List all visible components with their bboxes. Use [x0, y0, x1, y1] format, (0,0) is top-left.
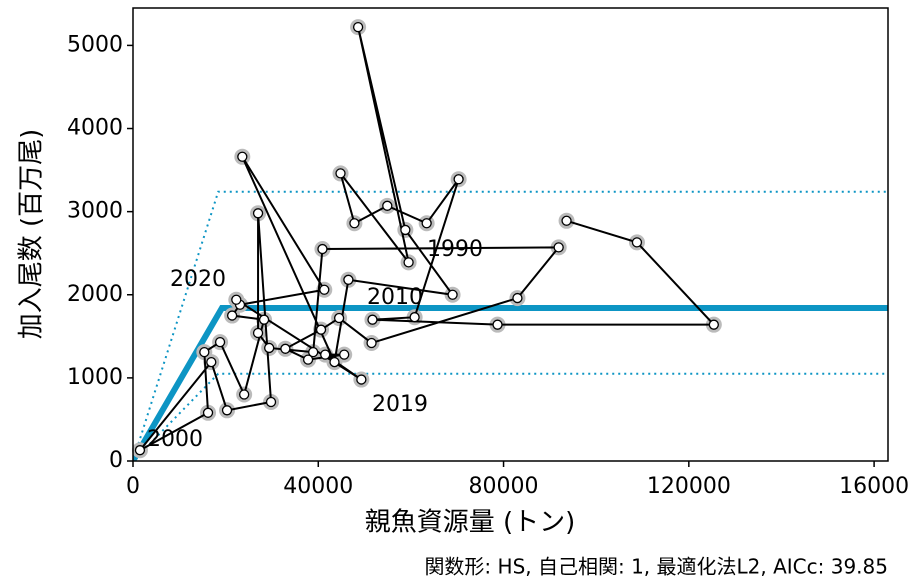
point — [453, 174, 464, 185]
point — [202, 407, 214, 418]
y-tick-label: 4000 — [67, 116, 123, 141]
y-tick-label: 1000 — [67, 365, 123, 390]
fit-line — [133, 190, 888, 461]
point — [403, 257, 414, 268]
trajectory — [139, 26, 717, 452]
y-axis-label: 加入尾数 (百万尾) — [17, 129, 47, 340]
point — [231, 294, 242, 305]
y-tick-label: 3000 — [67, 199, 123, 224]
x-axis-label: 親魚資源量 (トン) — [365, 508, 576, 538]
point — [382, 200, 393, 211]
point — [349, 218, 360, 229]
point — [258, 314, 270, 325]
point — [708, 319, 719, 330]
point — [264, 342, 275, 354]
point — [265, 396, 277, 408]
point — [237, 151, 248, 162]
point — [367, 314, 378, 325]
x-tick-label: 0 — [126, 474, 140, 499]
point — [239, 389, 250, 400]
point — [280, 343, 291, 354]
point — [553, 242, 564, 253]
point — [134, 445, 146, 456]
point — [366, 337, 377, 349]
point — [631, 237, 643, 248]
x-tick-label: 120000 — [647, 474, 731, 499]
x-tick-label: 80000 — [469, 474, 539, 499]
year-label: 2000 — [147, 427, 203, 452]
plot-frame — [132, 7, 889, 462]
point — [226, 310, 238, 321]
fit-line — [133, 305, 888, 461]
point — [206, 356, 217, 368]
caption: 関数形: HS, 自己相関: 1, 最適化法L2, AICc: 39.85 — [424, 555, 888, 579]
point — [492, 319, 503, 330]
point — [214, 336, 226, 348]
point — [320, 349, 331, 360]
point — [512, 292, 523, 304]
point — [352, 21, 364, 33]
point — [302, 354, 314, 365]
point — [335, 168, 346, 179]
year-label: 2020 — [170, 267, 226, 292]
point — [421, 218, 432, 229]
point — [400, 224, 411, 236]
x-tick-label: 40000 — [283, 474, 353, 499]
point — [221, 405, 233, 416]
point — [339, 349, 350, 360]
point — [199, 346, 210, 358]
year-label: 2010 — [367, 285, 423, 310]
point — [447, 289, 458, 300]
point — [308, 346, 319, 358]
point — [333, 312, 345, 324]
x-tick-label: 16000 — [839, 474, 909, 499]
y-tick-label: 5000 — [67, 32, 123, 57]
point — [356, 374, 367, 385]
year-label: 2019 — [372, 392, 428, 417]
y-tick-label: 0 — [109, 448, 123, 473]
fit-line — [133, 372, 888, 461]
point — [319, 284, 330, 295]
point — [343, 274, 354, 285]
year-label: 1990 — [427, 237, 483, 262]
point — [329, 356, 340, 368]
point — [252, 208, 264, 219]
y-tick-label: 2000 — [67, 282, 123, 307]
point — [561, 215, 572, 226]
point — [317, 243, 328, 255]
point — [409, 312, 420, 323]
point — [315, 324, 327, 335]
point — [252, 327, 264, 339]
